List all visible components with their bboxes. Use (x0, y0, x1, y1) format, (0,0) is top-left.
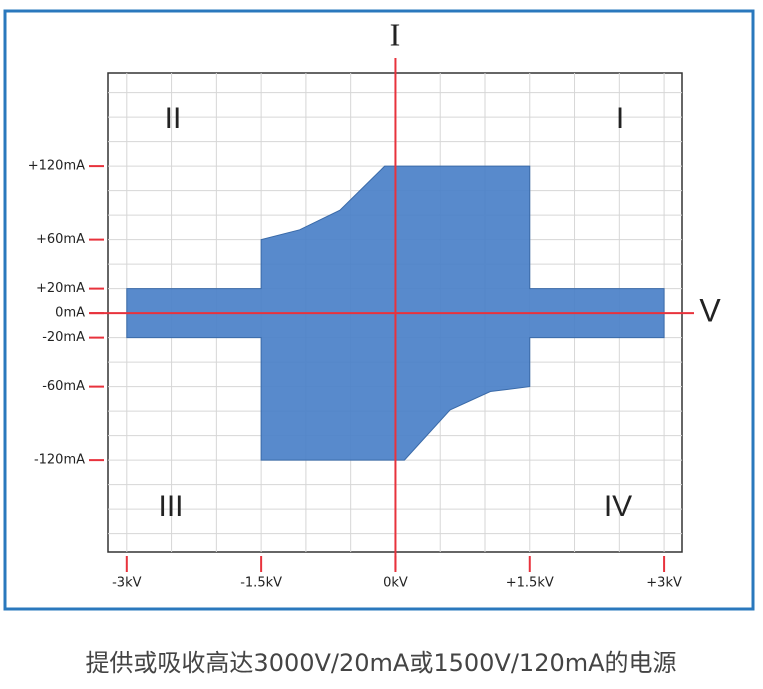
quadrant-label: IV (604, 490, 632, 523)
y-tick-label: +60mA (36, 232, 85, 247)
y-tick-label: -60mA (42, 379, 85, 394)
y-tick-label: +20mA (36, 281, 85, 296)
quadrant-label: II (165, 102, 182, 135)
y-tick-label: -120mA (34, 453, 85, 468)
y-tick-label: -20mA (42, 330, 85, 345)
y-tick-label: 0mA (55, 306, 85, 321)
quadrant-label: III (158, 490, 183, 523)
x-tick-label: 0kV (383, 576, 408, 591)
x-tick-label: +1.5kV (506, 576, 554, 591)
frame-border (3, 9, 755, 611)
x-tick-label: -3kV (112, 576, 141, 591)
x-tick-label: +3kV (646, 576, 682, 591)
y-axis-label: I (390, 16, 401, 52)
quadrant-label: I (616, 102, 624, 135)
x-tick-label: -1.5kV (240, 576, 282, 591)
caption: 提供或吸收高达3000V/20mA或1500V/120mA的电源 (85, 649, 676, 677)
x-axis-label: V (699, 292, 721, 328)
y-tick-label: +120mA (28, 159, 85, 174)
